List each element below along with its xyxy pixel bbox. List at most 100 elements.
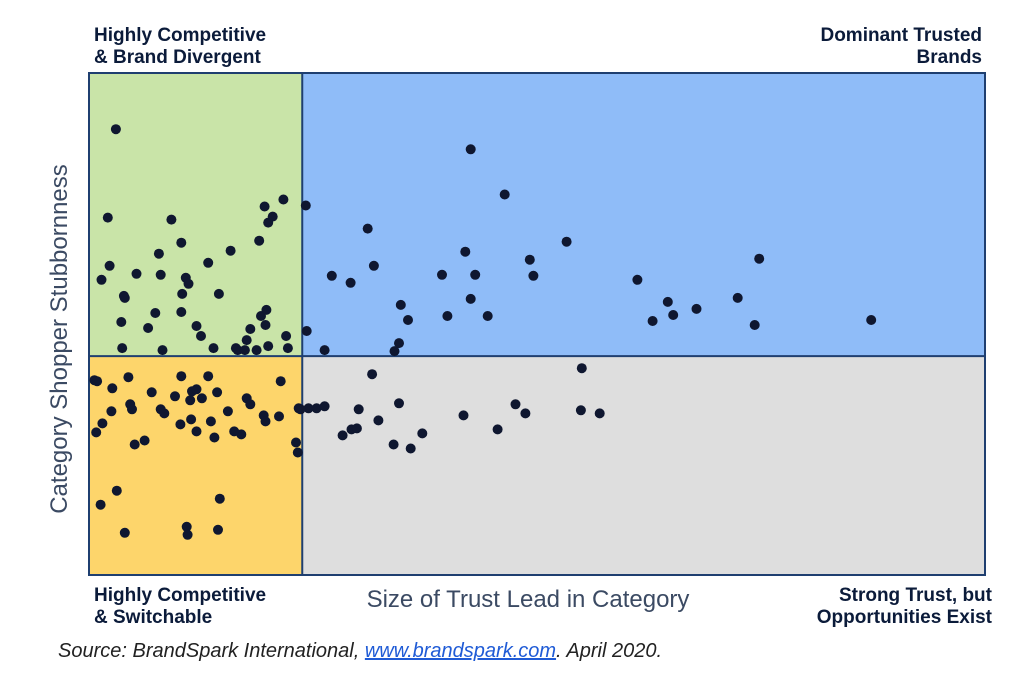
data-point — [155, 269, 166, 280]
y-axis-label: Category Shopper Stubbornness — [46, 164, 73, 514]
quadrant-label-line: Opportunities Exist — [816, 607, 992, 628]
data-point — [175, 419, 186, 430]
data-point — [367, 369, 378, 380]
data-point — [311, 403, 322, 414]
data-point — [575, 405, 586, 416]
data-point — [337, 430, 348, 441]
data-point — [119, 527, 130, 538]
data-point — [239, 345, 250, 356]
data-point — [117, 343, 128, 354]
data-point — [281, 331, 292, 341]
data-point — [353, 404, 364, 415]
data-point — [732, 292, 743, 303]
data-point — [155, 404, 166, 415]
data-point — [91, 427, 102, 438]
data-point — [528, 270, 539, 281]
data-point — [131, 268, 142, 279]
data-point — [166, 214, 177, 225]
data-point — [389, 346, 400, 357]
data-point — [208, 343, 219, 354]
data-point — [458, 410, 469, 421]
data-point — [405, 443, 416, 454]
data-point — [395, 299, 406, 310]
data-point — [106, 406, 117, 417]
data-point — [326, 270, 337, 281]
data-point — [647, 316, 658, 326]
data-point — [104, 260, 115, 271]
source-link[interactable]: www.brandspark.com — [364, 640, 557, 662]
data-point — [95, 499, 106, 510]
data-point — [274, 411, 284, 422]
data-point — [576, 363, 587, 374]
data-point — [259, 201, 270, 212]
data-point — [368, 260, 379, 271]
data-point — [186, 414, 197, 425]
data-point — [373, 415, 384, 426]
data-point — [417, 428, 428, 439]
quadrant-label-line: Highly Competitive — [94, 585, 267, 606]
data-point — [251, 345, 262, 356]
data-point — [92, 376, 103, 387]
data-point — [632, 274, 643, 285]
data-point — [214, 493, 225, 504]
quadrant-label-line: Brands — [916, 47, 982, 68]
data-point — [301, 326, 312, 336]
data-point — [754, 253, 765, 264]
data-point — [97, 418, 108, 429]
data-point — [182, 529, 193, 540]
data-point — [470, 269, 481, 280]
data-point — [662, 296, 673, 307]
data-point — [170, 391, 180, 402]
data-point — [482, 311, 493, 321]
data-point — [300, 200, 311, 211]
data-point — [110, 124, 121, 135]
data-point — [263, 341, 274, 352]
data-point — [351, 423, 362, 434]
quadrant-label-line: & Switchable — [94, 607, 213, 628]
data-point — [185, 395, 196, 406]
data-point — [278, 194, 289, 205]
x-axis-label: Size of Trust Lead in Category — [366, 586, 690, 613]
data-points — [89, 124, 877, 540]
quadrant-label-top-left: Highly Competitive & Brand Divergent — [94, 25, 266, 69]
quadrant-top-right — [302, 73, 985, 357]
data-point — [176, 237, 187, 248]
data-point — [260, 416, 271, 427]
data-point — [388, 439, 399, 450]
data-point — [260, 320, 271, 330]
data-point — [668, 310, 679, 320]
data-point — [520, 408, 531, 419]
data-point — [213, 288, 224, 299]
data-point — [181, 521, 192, 532]
data-point — [146, 387, 157, 398]
data-point — [245, 399, 256, 410]
data-point — [191, 426, 202, 437]
source-note: Source: BrandSpark International, www.br… — [58, 640, 662, 663]
data-point — [594, 408, 605, 419]
data-point — [394, 398, 404, 409]
data-point — [222, 406, 233, 417]
data-point — [460, 246, 471, 257]
data-point — [465, 293, 476, 304]
data-point — [295, 404, 306, 415]
quadrant-label-bottom-left: Highly Competitive & Switchable — [94, 585, 266, 629]
data-point — [691, 303, 702, 314]
data-point — [403, 315, 413, 325]
data-point — [275, 376, 286, 387]
data-point — [212, 387, 223, 398]
data-point — [319, 401, 330, 412]
data-point — [282, 343, 293, 354]
data-point — [191, 321, 202, 331]
data-point — [292, 447, 303, 458]
data-point — [437, 269, 447, 280]
data-point — [229, 426, 240, 437]
data-point — [232, 345, 243, 356]
data-point — [492, 424, 503, 435]
data-point — [176, 307, 187, 317]
data-point — [196, 331, 206, 341]
source-prefix: Source: BrandSpark International, — [58, 640, 365, 662]
data-point — [866, 315, 877, 325]
data-point — [153, 248, 164, 259]
data-point — [245, 324, 256, 334]
